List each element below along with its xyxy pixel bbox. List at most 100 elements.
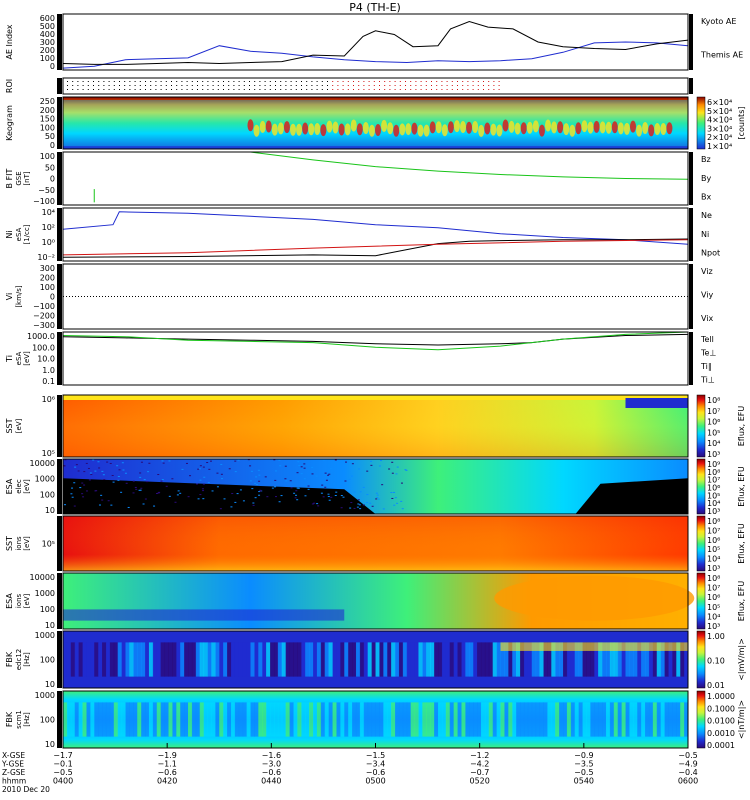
- roi-marker: [139, 89, 141, 90]
- roi-marker: [410, 85, 412, 86]
- colorbar-tick: 10⁸: [707, 574, 720, 583]
- roi-marker: [207, 89, 209, 90]
- fbk-column: [570, 642, 576, 677]
- fbk-column: [141, 702, 146, 737]
- fbk-column: [570, 702, 576, 737]
- fbk-column: [680, 642, 685, 677]
- fbk-column: [395, 642, 400, 677]
- keogram-blob: [338, 123, 345, 136]
- spectrogram-speckle: [249, 480, 252, 482]
- fbk-column: [410, 642, 416, 677]
- fbk-column: [641, 702, 646, 737]
- spectrogram-speckle: [198, 468, 201, 470]
- spectrogram-speckle: [146, 481, 149, 483]
- fbk-column: [184, 642, 189, 677]
- roi-marker: [150, 89, 152, 90]
- x-row-label: hhmm: [2, 777, 26, 786]
- keogram-blob: [466, 121, 473, 134]
- fbk-column: [215, 642, 220, 677]
- fbk-column: [676, 642, 681, 677]
- fbk-column: [242, 702, 248, 737]
- fbk-column: [168, 642, 173, 677]
- fbk-column: [586, 702, 591, 737]
- fbk-column: [105, 642, 111, 677]
- spectrogram-speckle: [296, 499, 299, 501]
- fbk-column: [355, 702, 361, 737]
- spectrogram-speckle: [106, 461, 109, 463]
- y-tick-label: 100.0: [32, 343, 55, 352]
- roi-marker: [483, 81, 484, 82]
- spectrogram-speckle: [391, 497, 394, 499]
- spectrogram-speckle: [290, 487, 293, 489]
- spectrogram-speckle: [366, 502, 369, 504]
- roi-marker: [389, 81, 391, 82]
- roi-marker: [275, 81, 276, 82]
- fbk-column: [434, 702, 439, 737]
- fbk-column: [313, 642, 318, 677]
- roi-marker: [233, 85, 235, 86]
- fbk-column: [133, 642, 138, 677]
- fbk-column: [336, 702, 341, 737]
- fbk-column: [473, 642, 478, 677]
- roi-marker: [155, 85, 157, 86]
- colorbar-tick: 10⁴: [707, 439, 720, 448]
- spectrogram-speckle: [144, 498, 147, 500]
- fbk-column: [594, 702, 599, 737]
- spectrogram-speckle: [369, 460, 372, 462]
- y-axis-sublabel: [eV]: [23, 479, 31, 494]
- roi-marker: [415, 89, 417, 90]
- spectrogram-speckle: [324, 486, 327, 488]
- roi-marker: [285, 89, 287, 90]
- fbk-column: [582, 702, 587, 737]
- roi-marker: [446, 85, 448, 86]
- fbk-column: [98, 702, 103, 737]
- keogram-blob: [460, 120, 466, 133]
- roi-marker: [228, 89, 230, 90]
- y-tick-label: 10.0: [37, 355, 55, 364]
- roi-marker: [295, 89, 297, 90]
- spectrogram-speckle: [112, 481, 115, 483]
- spectrogram-speckle: [168, 460, 171, 462]
- legend-entry: Bz: [701, 155, 711, 164]
- fbk-column: [266, 642, 271, 677]
- roi-marker: [124, 81, 126, 82]
- spectrogram-speckle: [366, 470, 369, 472]
- spectrogram-speckle: [328, 499, 331, 501]
- x-tick-label: −0.6: [366, 768, 385, 777]
- legend-entry: Viy: [701, 291, 714, 300]
- panel-frame: [62, 207, 689, 262]
- roi-marker: [436, 89, 438, 90]
- keogram-blob: [551, 121, 558, 134]
- fbk-column: [348, 642, 353, 677]
- fbk-column: [605, 642, 611, 677]
- roi-marker: [493, 89, 495, 90]
- fbk-column: [473, 702, 478, 737]
- fbk-column: [480, 642, 486, 677]
- colorbar-keogram: [696, 96, 706, 150]
- roi-marker: [316, 81, 318, 82]
- fbk-column: [465, 642, 470, 677]
- fbk-column: [230, 702, 236, 737]
- y-tick-label: 100: [40, 716, 55, 725]
- roi-marker: [311, 81, 313, 82]
- fbk-column: [477, 702, 482, 737]
- colorbar-tick: 10³: [707, 507, 720, 516]
- spectrogram-speckle: [140, 487, 143, 489]
- fbk-column: [254, 642, 259, 677]
- roi-marker: [488, 85, 490, 86]
- colorbar-tick: 0.0010: [707, 729, 735, 738]
- roi-marker: [264, 81, 266, 82]
- roi-marker: [285, 85, 287, 86]
- roi-marker: [67, 81, 68, 82]
- roi-marker: [223, 89, 224, 90]
- y-axis-label: Vi: [5, 293, 14, 301]
- spectrogram-hot-region: [494, 575, 695, 621]
- roi-marker: [202, 81, 204, 82]
- fbk-column: [680, 702, 685, 737]
- spectrogram-speckle: [264, 476, 267, 478]
- fbk-column: [488, 702, 494, 737]
- y-axis-label: FBK: [5, 711, 14, 727]
- y-tick-label: −200: [33, 312, 55, 321]
- fbk-column: [563, 642, 568, 677]
- roi-marker: [384, 81, 386, 82]
